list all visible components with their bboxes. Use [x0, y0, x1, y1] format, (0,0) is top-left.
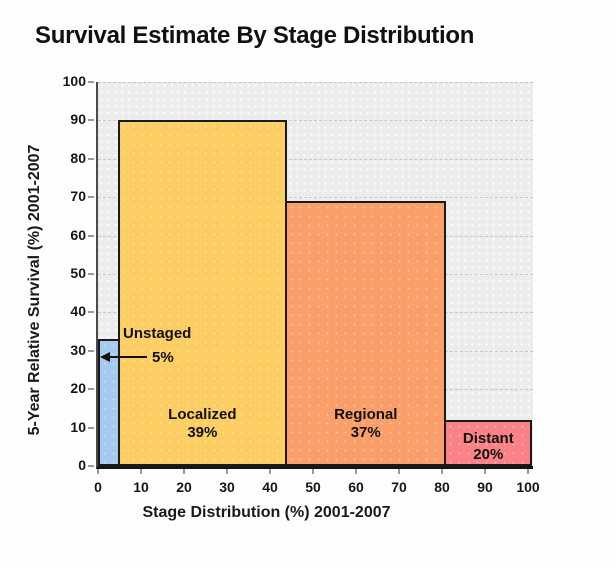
y-tick-label: 30	[70, 341, 86, 358]
y-tick-100	[88, 81, 94, 83]
chart-title: Survival Estimate By Stage Distribution	[35, 22, 475, 49]
unstaged-value-label: 5%	[152, 348, 174, 366]
x-tick-label: 20	[176, 479, 192, 495]
y-tick-0	[88, 465, 94, 467]
y-tick-label: 70	[70, 188, 86, 205]
x-tick-label: 70	[391, 479, 407, 495]
bar-label-distant: Distant 20%	[462, 430, 514, 463]
y-tick-label: 40	[70, 303, 86, 320]
x-tick-10	[140, 469, 142, 474]
arrow-left-icon	[100, 352, 110, 362]
bar-label-regional: Regional 37%	[334, 406, 398, 441]
y-tick-60	[88, 234, 94, 237]
y-tick-10	[88, 426, 94, 429]
y-tick-70	[88, 196, 94, 199]
bar-localized: Localized 39%	[117, 120, 288, 466]
x-tick-50	[312, 469, 314, 474]
x-tick-label: 40	[262, 479, 278, 495]
y-tick-80	[88, 157, 94, 160]
x-tick-90	[484, 469, 486, 474]
x-tick-label: 50	[305, 479, 321, 495]
x-tick-30	[226, 469, 228, 474]
x-axis-title: Stage Distribution (%) 2001-2007	[142, 504, 391, 521]
y-tick-label: 50	[70, 265, 86, 281]
bar-regional: Regional 37%	[285, 201, 447, 466]
y-tick-90	[88, 119, 94, 122]
plot-area: 0 10 20 30 40 50 60 70 80 90 100 0 10 20 30 40 50 60 70 80 9…	[63, 73, 540, 495]
x-tick-70	[398, 469, 400, 474]
x-tick-label: 100	[516, 479, 540, 495]
x-tick-label: 10	[133, 479, 149, 495]
gridline-y-100	[98, 82, 533, 83]
x-tick-label: 30	[219, 479, 235, 495]
gridline-y-80	[98, 158, 533, 160]
y-tick-50	[88, 273, 94, 275]
y-tick-20	[88, 388, 94, 391]
y-tick-label: 60	[70, 226, 86, 243]
x-tick-80	[441, 469, 443, 474]
gridline-y-90	[98, 120, 533, 122]
y-axis-title: 5-Year Relative Survival (%) 2001-2007	[26, 144, 43, 436]
bar-unstaged	[98, 339, 120, 466]
gridline-y-70	[98, 197, 533, 199]
unstaged-label: Unstaged	[123, 325, 192, 342]
x-tick-100	[527, 469, 529, 474]
y-tick-label: 100	[62, 73, 86, 89]
x-tick-label: 0	[94, 479, 102, 495]
bar-distant: Distant 20%	[444, 419, 533, 466]
y-tick-label: 0	[78, 457, 86, 473]
y-tick-label: 90	[70, 111, 86, 128]
arrow-shaft	[110, 356, 147, 358]
y-tick-label: 10	[70, 418, 86, 435]
x-tick-label: 60	[348, 479, 364, 495]
y-tick-label: 80	[70, 149, 86, 166]
x-tick-20	[183, 469, 185, 474]
y-tick-30	[88, 349, 94, 352]
x-tick-label: 80	[434, 479, 450, 495]
x-tick-label: 90	[477, 479, 493, 495]
bar-label-localized: Localized 39%	[168, 406, 237, 441]
x-tick-60	[355, 469, 357, 474]
y-tick-40	[88, 311, 94, 314]
y-tick-label: 20	[70, 380, 86, 397]
x-tick-0	[97, 469, 99, 474]
x-tick-40	[269, 469, 271, 474]
